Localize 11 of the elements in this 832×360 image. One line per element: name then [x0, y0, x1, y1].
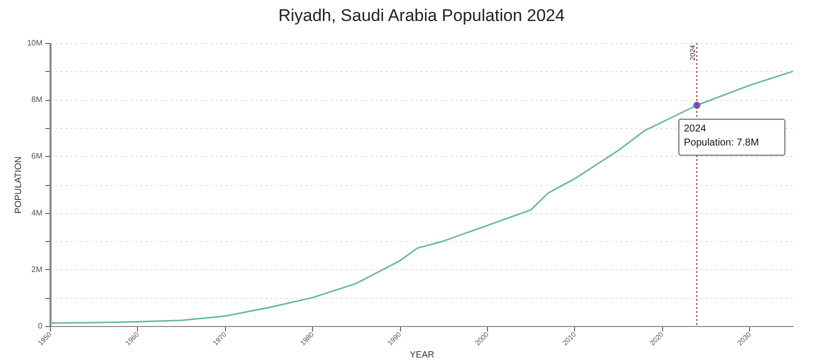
x-axis-title: YEAR — [410, 350, 435, 360]
y-tick-label: 2M — [31, 264, 43, 274]
y-tick-label: 4M — [31, 208, 43, 218]
y-tick-label: 0 — [38, 322, 44, 330]
y-tick-label: 8M — [31, 95, 43, 104]
y-axis-title: POPULATION — [12, 156, 23, 214]
line-series — [49, 70, 794, 324]
y-tick-label: 10M — [26, 38, 43, 48]
y-tick-label: 6M — [31, 152, 43, 161]
annotation: 2024 Population: 7.8M — [684, 123, 759, 148]
chart-title: Riyadh, Saudi Arabia Population 2024 — [278, 6, 565, 25]
